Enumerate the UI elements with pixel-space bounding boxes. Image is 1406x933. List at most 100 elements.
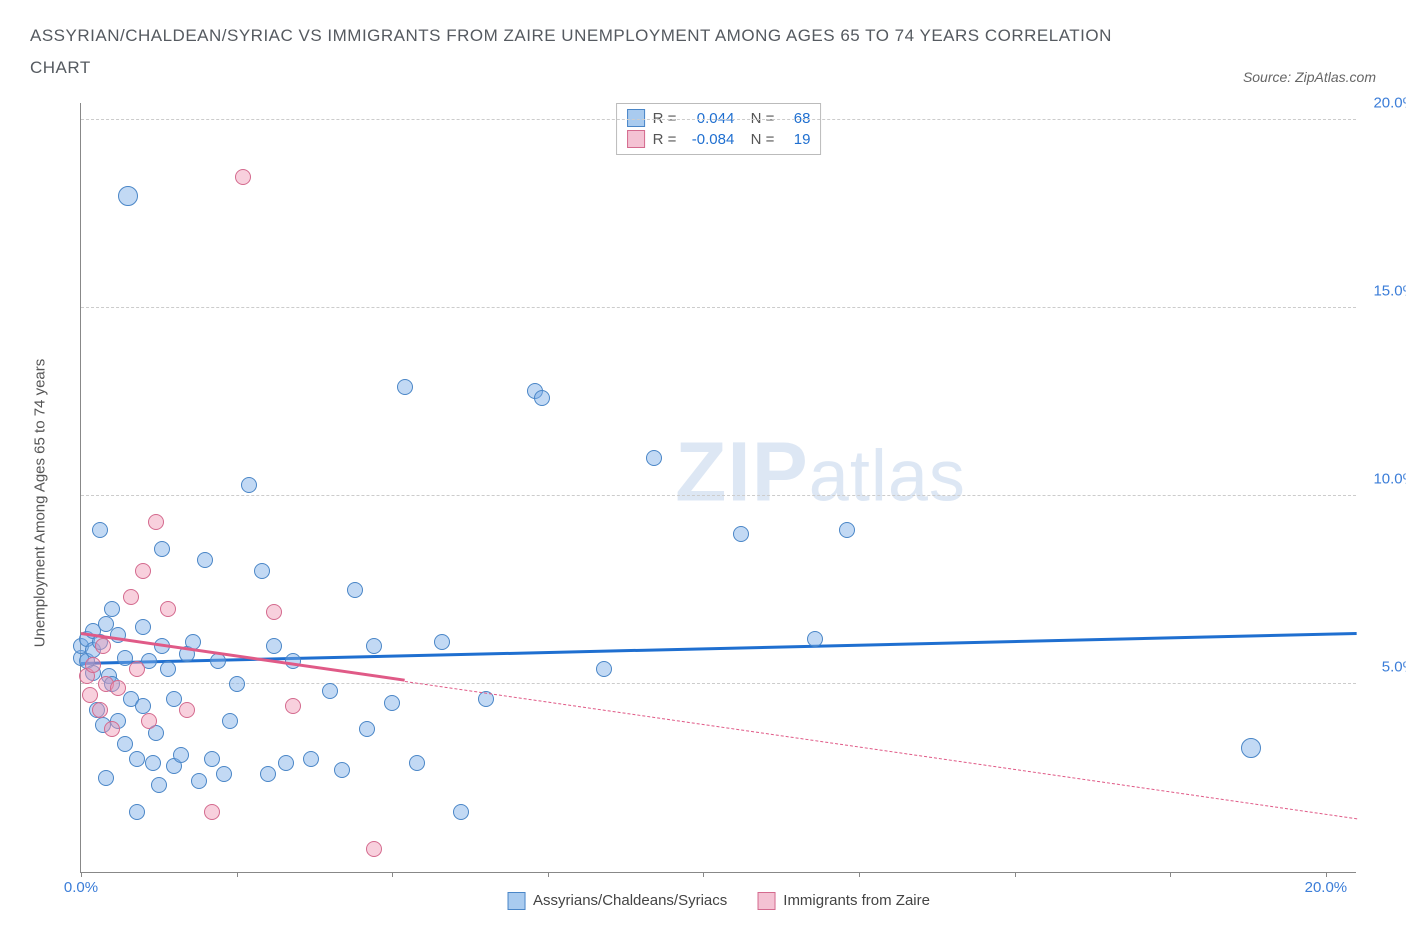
scatter-point [285, 698, 301, 714]
source-attribution: Source: ZipAtlas.com [1243, 69, 1376, 85]
scatter-point [179, 702, 195, 718]
scatter-point [839, 522, 855, 538]
x-tick-mark [392, 872, 393, 877]
scatter-point [151, 777, 167, 793]
stat-r-label: R = [653, 108, 677, 129]
scatter-point [92, 522, 108, 538]
scatter-point [104, 721, 120, 737]
scatter-point [118, 186, 138, 206]
scatter-point [95, 638, 111, 654]
scatter-point [197, 552, 213, 568]
stat-n-value: 68 [782, 108, 810, 129]
scatter-point [266, 638, 282, 654]
scatter-point [222, 713, 238, 729]
scatter-point [229, 676, 245, 692]
stats-row: R = 0.044 N = 68 [627, 108, 811, 129]
scatter-point [303, 751, 319, 767]
y-tick-label: 10.0% [1364, 470, 1406, 487]
scatter-point [254, 563, 270, 579]
scatter-point [110, 680, 126, 696]
legend-item: Immigrants from Zaire [757, 892, 930, 910]
stat-r-label: R = [653, 129, 677, 150]
scatter-point [135, 619, 151, 635]
scatter-point [135, 698, 151, 714]
scatter-point [646, 450, 662, 466]
scatter-point [85, 657, 101, 673]
y-tick-label: 5.0% [1364, 658, 1406, 675]
correlation-chart: Unemployment Among Ages 65 to 74 years Z… [30, 93, 1376, 913]
scatter-point [278, 755, 294, 771]
scatter-point [334, 762, 350, 778]
scatter-point [82, 687, 98, 703]
scatter-point [366, 638, 382, 654]
scatter-point [347, 582, 363, 598]
scatter-point [733, 526, 749, 542]
scatter-point [534, 390, 550, 406]
stat-r-value: 0.044 [684, 108, 734, 129]
scatter-point [129, 661, 145, 677]
x-tick-mark [548, 872, 549, 877]
scatter-point [359, 721, 375, 737]
series-swatch [757, 892, 775, 910]
gridline [81, 683, 1356, 684]
scatter-point [148, 514, 164, 530]
watermark-zip: ZIP [675, 424, 809, 518]
x-tick-mark [1170, 872, 1171, 877]
scatter-point [117, 736, 133, 752]
stats-legend-box: R = 0.044 N = 68 R = -0.084 N = 19 [616, 103, 822, 155]
legend-label: Assyrians/Chaldeans/Syriacs [533, 892, 727, 909]
scatter-point [160, 661, 176, 677]
x-tick-mark [237, 872, 238, 877]
scatter-point [434, 634, 450, 650]
scatter-point [366, 841, 382, 857]
stat-n-label: N = [742, 108, 774, 129]
x-tick-label: 20.0% [1305, 879, 1348, 896]
x-tick-mark [1015, 872, 1016, 877]
scatter-point [807, 631, 823, 647]
scatter-point [92, 702, 108, 718]
gridline [81, 495, 1356, 496]
y-tick-label: 15.0% [1364, 283, 1406, 300]
stat-n-label: N = [742, 129, 774, 150]
scatter-point [204, 804, 220, 820]
scatter-point [322, 683, 338, 699]
stat-n-value: 19 [782, 129, 810, 150]
scatter-point [241, 477, 257, 493]
legend-item: Assyrians/Chaldeans/Syriacs [507, 892, 727, 910]
scatter-point [260, 766, 276, 782]
x-tick-mark [703, 872, 704, 877]
stats-row: R = -0.084 N = 19 [627, 129, 811, 150]
x-tick-mark [859, 872, 860, 877]
scatter-point [104, 601, 120, 617]
scatter-point [235, 169, 251, 185]
y-axis-label: Unemployment Among Ages 65 to 74 years [32, 358, 49, 647]
watermark-atlas: atlas [809, 436, 966, 516]
scatter-point [129, 804, 145, 820]
gridline [81, 307, 1356, 308]
scatter-point [154, 541, 170, 557]
scatter-point [98, 770, 114, 786]
x-tick-mark [81, 872, 82, 877]
scatter-point [123, 589, 139, 605]
scatter-point [135, 563, 151, 579]
y-tick-label: 20.0% [1364, 95, 1406, 112]
chart-title: ASSYRIAN/CHALDEAN/SYRIAC VS IMMIGRANTS F… [30, 20, 1130, 85]
scatter-point [160, 601, 176, 617]
stat-r-value: -0.084 [684, 129, 734, 150]
series-swatch [627, 130, 645, 148]
trend-line [405, 681, 1357, 819]
x-tick-mark [1326, 872, 1327, 877]
scatter-point [145, 755, 161, 771]
legend-label: Immigrants from Zaire [783, 892, 930, 909]
scatter-point [173, 747, 189, 763]
scatter-point [397, 379, 413, 395]
scatter-point [453, 804, 469, 820]
scatter-point [191, 773, 207, 789]
scatter-point [596, 661, 612, 677]
gridline [81, 119, 1356, 120]
scatter-point [216, 766, 232, 782]
x-tick-label: 0.0% [64, 879, 98, 896]
scatter-point [266, 604, 282, 620]
series-swatch [507, 892, 525, 910]
scatter-point [409, 755, 425, 771]
